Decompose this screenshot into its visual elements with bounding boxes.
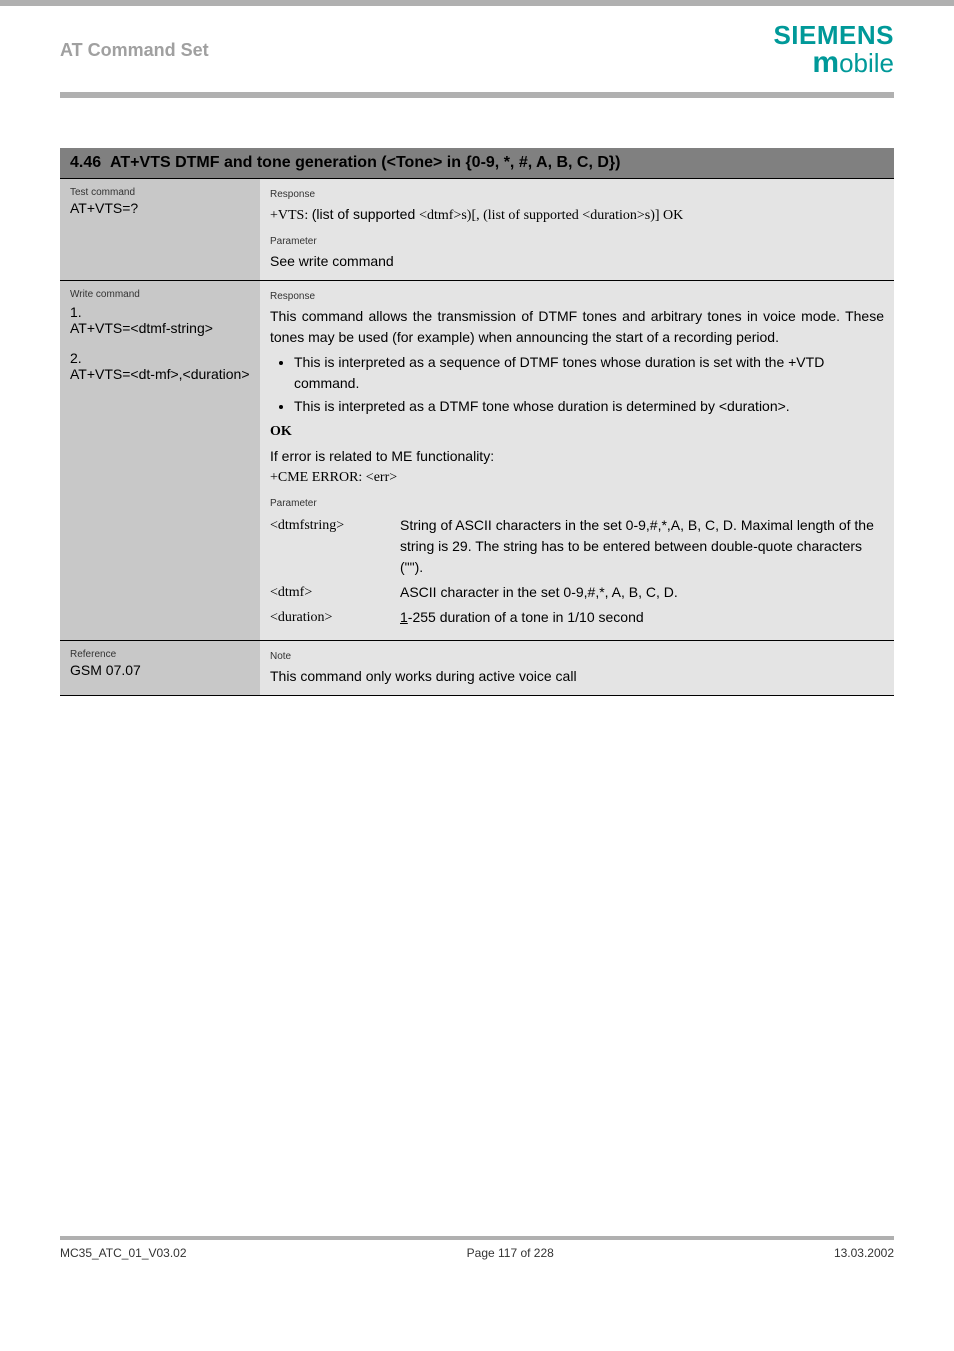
test-resp-m1: (list of supported [312,206,419,222]
section-number: 4.46 [70,154,101,171]
ref-right-text: This command only works during active vo… [270,666,884,687]
test-command-text: AT+VTS=? [70,200,250,216]
write-description: This command allows the transmission of … [270,306,884,348]
write-left-label: Write command [70,289,250,300]
footer-right: 13.03.2002 [834,1246,894,1260]
ref-left-text: GSM 07.07 [70,662,250,678]
test-resp-duration: <duration> [582,208,644,223]
param-key-dtmfstring: <dtmfstring> [270,515,400,582]
footer-center: Page 117 of 228 [467,1246,554,1260]
test-resp-dtmf: <dtmf> [419,208,461,223]
test-left-cell: Test command AT+VTS=? [60,179,260,280]
section-heading: 4.46 AT+VTS DTMF and tone generation (<T… [70,154,620,171]
brand-logo: SIEMENS mobile [773,22,894,78]
footer-left: MC35_ATC_01_V03.02 [60,1246,187,1260]
page-footer: MC35_ATC_01_V03.02 Page 117 of 228 13.03… [0,1240,954,1280]
test-command-row: Test command AT+VTS=? Response +VTS: (li… [60,178,894,280]
ref-left-label: Reference [70,649,250,660]
logo-mobile-rest: obile [839,48,894,78]
write-command-row: Write command 1. AT+VTS=<dtmf-string> 2.… [60,280,894,640]
ref-left-cell: Reference GSM 07.07 [60,641,260,695]
write-bullet-2: This is interpreted as a DTMF tone whose… [294,396,884,417]
write-left-cell: Write command 1. AT+VTS=<dtmf-string> 2.… [60,281,260,640]
duration-rest: -255 duration of a tone in 1/10 second [408,609,644,625]
test-left-label: Test command [70,187,250,198]
ref-right-cell: Note This command only works during acti… [260,641,894,695]
write-cmd1-text: AT+VTS=<dtmf-string> [70,320,250,336]
spacer [0,716,954,1236]
reference-row: Reference GSM 07.07 Note This command on… [60,640,894,696]
test-param-label: Parameter [270,234,884,249]
param-val-dtmfstring: String of ASCII characters in the set 0-… [400,515,884,582]
write-param-label: Parameter [270,496,884,511]
duration-underline-1: 1 [400,609,408,625]
write-right-cell: Response This command allows the transmi… [260,281,894,640]
param-row-dtmfstring: <dtmfstring> String of ASCII characters … [270,515,884,582]
write-bullet-1: This is interpreted as a sequence of DTM… [294,352,884,394]
test-resp-m3: s)] [645,208,663,223]
content-area: 4.46 AT+VTS DTMF and tone generation (<T… [0,98,954,716]
test-resp-ok: OK [663,208,683,223]
test-resp-prefix: +VTS: [270,208,312,223]
test-response-line: +VTS: (list of supported <dtmf>s)[, (lis… [270,204,884,226]
logo-siemens-text: SIEMENS [773,22,894,48]
write-ok: OK [270,421,884,442]
write-param-table: <dtmfstring> String of ASCII characters … [270,515,884,632]
write-cmd1-num: 1. [70,304,250,320]
write-cmd2-num: 2. [70,350,250,366]
write-cmd2-text: AT+VTS=<dt-mf>,<duration> [70,366,250,382]
test-response-label: Response [270,187,884,202]
write-err-intro: If error is related to ME functionality: [270,446,884,467]
logo-mobile-m: m [812,46,839,79]
test-right-cell: Response +VTS: (list of supported <dtmf>… [260,179,894,280]
param-row-duration: <duration> 1-255 duration of a tone in 1… [270,607,884,632]
write-err-line: +CME ERROR: <err> [270,467,884,488]
write-bullet-list: This is interpreted as a sequence of DTM… [270,352,884,417]
section-title-text: AT+VTS DTMF and tone generation (<Tone> … [110,154,620,171]
section-heading-row: 4.46 AT+VTS DTMF and tone generation (<T… [60,148,894,178]
write-response-label: Response [270,289,884,304]
page-header: AT Command Set SIEMENS mobile [0,6,954,86]
test-resp-m2: s)[, (list of supported [461,208,582,223]
param-row-dtmf: <dtmf> ASCII character in the set 0-9,#,… [270,582,884,607]
ref-right-label: Note [270,649,884,664]
logo-mobile-text: mobile [773,48,894,78]
header-title: AT Command Set [60,40,209,61]
param-val-duration: 1-255 duration of a tone in 1/10 second [400,607,884,632]
test-param-text: See write command [270,251,884,272]
param-key-duration: <duration> [270,607,400,632]
param-val-dtmf: ASCII character in the set 0-9,#,*, A, B… [400,582,884,607]
param-key-dtmf: <dtmf> [270,582,400,607]
